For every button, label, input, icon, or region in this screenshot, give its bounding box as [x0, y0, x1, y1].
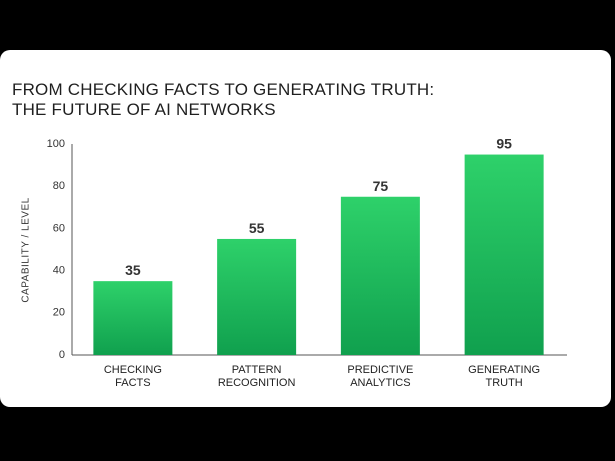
chart-title-line-1: FROM CHECKING FACTS TO GENERATING TRUTH: [12, 80, 435, 99]
bar-value-label: 35 [125, 262, 141, 278]
category-label: RECOGNITION [218, 377, 296, 389]
bar [340, 196, 420, 355]
bars-group [93, 154, 544, 355]
y-tick-label: 20 [53, 307, 65, 319]
y-tick-label: 60 [53, 222, 65, 234]
chart-title: FROM CHECKING FACTS TO GENERATING TRUTH:… [12, 80, 434, 120]
category-label: TRUTH [485, 377, 522, 389]
bar [93, 281, 173, 355]
category-label: FACTS [115, 377, 150, 389]
bar-value-label: 75 [373, 178, 389, 194]
value-labels-group: 35 55 75 95 [125, 136, 512, 279]
category-label: CHECKING [104, 364, 162, 376]
y-axis-title: CAPABILITY / LEVEL [21, 197, 32, 302]
bar-chart: CAPABILITY / LEVEL 0 20 40 60 80 100 35 55 75 95… [21, 136, 567, 389]
chart-card: FROM CHECKING FACTS TO GENERATING TRUTH:… [0, 50, 611, 407]
bar [217, 238, 297, 355]
bar-value-label: 95 [496, 136, 512, 152]
bar [464, 154, 544, 355]
y-tick-label: 40 [53, 265, 65, 277]
y-tick-label: 100 [47, 138, 65, 150]
bar-value-label: 55 [249, 220, 265, 236]
y-axis-ticks: 0 20 40 60 80 100 [47, 138, 65, 361]
chart-title-line-2: THE FUTURE OF AI NETWORKS [12, 100, 276, 119]
category-label: GENERATING [468, 364, 540, 376]
category-label: PATTERN [232, 364, 282, 376]
category-label: PREDICTIVE [347, 364, 413, 376]
y-tick-label: 0 [59, 349, 65, 361]
category-label: ANALYTICS [350, 377, 410, 389]
y-tick-label: 80 [53, 180, 65, 192]
